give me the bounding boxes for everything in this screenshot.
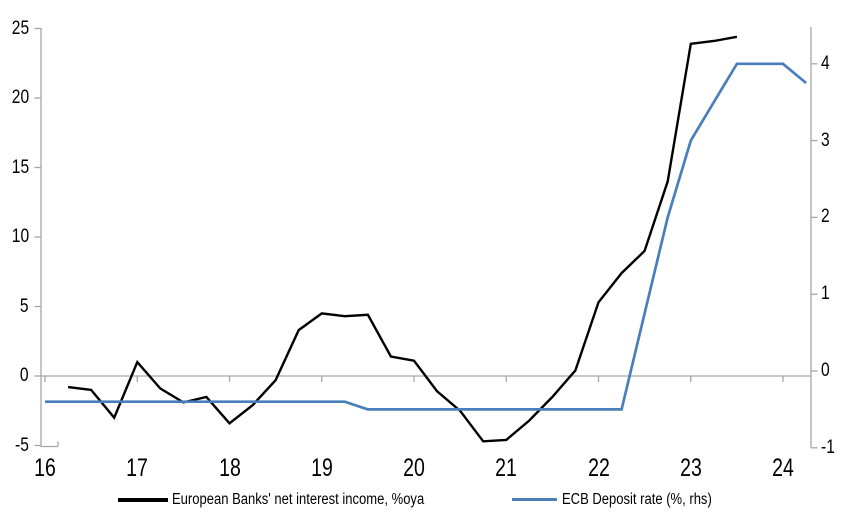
nii-line [67,35,738,443]
legend-swatch-ecb-line [512,497,557,501]
legend-label-nii: European Banks' net interest income, %oy… [172,491,425,508]
ecb-deposit-rate-line [45,62,807,411]
legend-swatch-nii-line [118,497,168,502]
legend-label-ecb: ECB Deposit rate (%, rhs) [562,491,712,508]
